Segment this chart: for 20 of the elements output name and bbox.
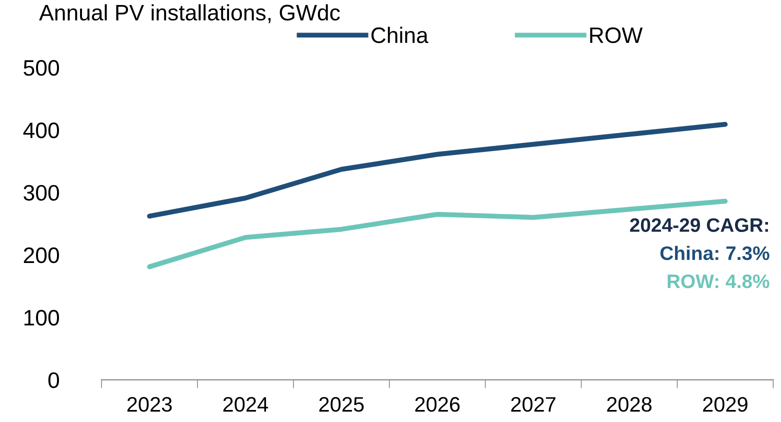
annotation: ROW: 4.8% [668, 274, 770, 288]
y-tick-label: 300 [24, 184, 59, 201]
annotation: 2024-29 CAGR: [630, 218, 768, 232]
legend-label: China [371, 26, 428, 44]
y-axis-title: Annual PV installations, GWdc [39, 4, 340, 24]
x-tick-label: 2025 [319, 397, 364, 412]
x-tick-label: 2029 [703, 397, 748, 412]
line-series [147, 122, 728, 219]
y-tick-label: 100 [24, 310, 59, 326]
legend-label: ROW [590, 27, 643, 44]
y-tick-label: 200 [24, 247, 59, 264]
y-tick-label: 500 [24, 60, 59, 76]
y-tick-label: 400 [23, 122, 59, 138]
x-tick-label: 2023 [127, 397, 172, 412]
x-tick-label: 2028 [607, 397, 652, 412]
x-tick-label: 2027 [511, 397, 556, 412]
x-tick-label: 2026 [415, 397, 460, 412]
y-tick-label: 0 [48, 372, 59, 388]
annotation: China: 7.3% [660, 246, 770, 260]
x-tick-label: 2024 [223, 397, 268, 412]
